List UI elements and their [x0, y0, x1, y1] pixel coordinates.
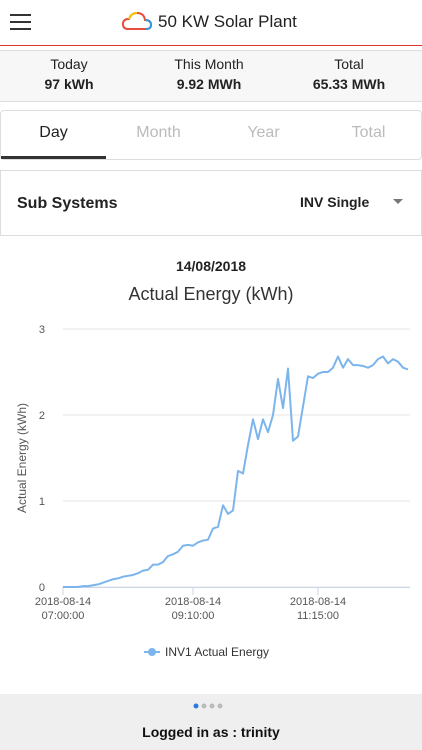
stat: Today 97 kWh: [0, 56, 139, 92]
footer: [0, 694, 422, 750]
stats-bar: [0, 50, 422, 102]
stat-value: 65.33 MWh: [312, 76, 386, 92]
y-tick-label: 2: [39, 410, 45, 422]
legend-label: INV1 Actual Energy: [165, 645, 269, 659]
data-line: [63, 355, 409, 588]
stat-value: 97 kWh: [44, 76, 94, 92]
chart-date: 14/08/2018: [176, 258, 246, 274]
x-tick-label: 2018-08-14 09:10:00: [165, 596, 221, 622]
logo: [122, 11, 152, 30]
chart-title: Actual Energy (kWh): [128, 284, 293, 304]
y-tick-label: 0: [39, 582, 45, 594]
x-tick-label: 2018-08-14 11:15:00: [290, 596, 346, 622]
selector-label: Sub Systems: [17, 195, 118, 212]
y-tick-label: 3: [39, 324, 45, 336]
login-status: Logged in as : trinity: [142, 724, 280, 740]
legend-marker: [148, 648, 156, 656]
stat-value: 9.92 MWh: [176, 76, 242, 92]
menu-button[interactable]: [10, 13, 32, 31]
tab[interactable]: Year: [247, 124, 280, 141]
stat-label: This Month: [174, 56, 244, 72]
y-tick-label: 1: [39, 496, 45, 508]
y-axis-label: Actual Energy (kWh): [15, 403, 29, 513]
stat-label: Total: [334, 56, 364, 72]
tab[interactable]: Total: [351, 124, 386, 141]
tab[interactable]: Day: [1, 124, 106, 159]
stat-label: Today: [50, 56, 88, 72]
page-dots: [193, 703, 223, 709]
dropdown-arrow[interactable]: [392, 198, 404, 206]
app-title: 50 KW Solar Plant: [158, 12, 297, 31]
app-header: 50 KW Solar Plant: [0, 0, 422, 46]
x-tick-label: 2018-08-14 07:00:00: [35, 596, 91, 622]
dropdown[interactable]: INV Single: [300, 194, 370, 210]
tab[interactable]: Month: [136, 124, 181, 141]
stat: Total 65.33 MWh: [279, 56, 419, 92]
stat: This Month 9.92 MWh: [139, 56, 279, 92]
chart: 14/08/2018 Actual Energy (kWh) Actual En…: [15, 258, 410, 659]
